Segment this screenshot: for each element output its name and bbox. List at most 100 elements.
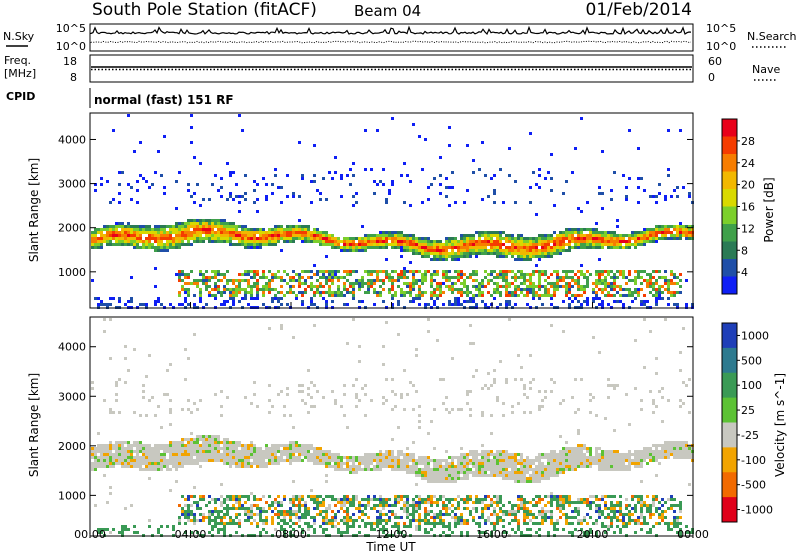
heatmap-cell: [685, 225, 688, 228]
heatmap-cell: [430, 504, 433, 507]
heatmap-cell: [241, 234, 244, 237]
heatmap-cell: [208, 225, 211, 228]
heatmap-cell: [166, 243, 169, 246]
heatmap-cell: [94, 237, 97, 240]
heatmap-cell: [607, 246, 610, 249]
heatmap-cell: [541, 273, 544, 276]
heatmap-cell: [535, 243, 538, 246]
heatmap-cell: [364, 468, 367, 471]
heatmap-cell: [163, 135, 166, 138]
heatmap-cell: [226, 237, 229, 240]
heatmap-cell: [316, 459, 319, 462]
heatmap-cell: [565, 237, 568, 240]
heatmap-cell: [448, 498, 451, 501]
heatmap-cell: [316, 453, 319, 456]
heatmap-cell: [568, 237, 571, 240]
heatmap-cell: [277, 459, 280, 462]
heatmap-cell: [304, 453, 307, 456]
heatmap-cell: [436, 282, 439, 285]
heatmap-cell: [145, 246, 148, 249]
heatmap-cell: [220, 186, 223, 189]
heatmap-cell: [307, 240, 310, 243]
nave-label: Nave: [752, 63, 780, 76]
heatmap-cell: [376, 273, 379, 276]
heatmap-cell: [220, 441, 223, 444]
heatmap-cell: [643, 228, 646, 231]
heatmap-cell: [325, 513, 328, 516]
heatmap-cell: [517, 477, 520, 480]
heatmap-cell: [226, 234, 229, 237]
colorbar-swatch: [722, 171, 737, 190]
heatmap-cell: [331, 246, 334, 249]
heatmap-cell: [214, 456, 217, 459]
heatmap-cell: [553, 285, 556, 288]
heatmap-cell: [274, 501, 277, 504]
heatmap-cell: [211, 240, 214, 243]
heatmap-cell: [544, 396, 547, 399]
heatmap-cell: [481, 474, 484, 477]
heatmap-cell: [277, 495, 280, 498]
heatmap-cell: [328, 465, 331, 468]
heatmap-cell: [337, 456, 340, 459]
heatmap-cell: [406, 516, 409, 519]
heatmap-cell: [424, 291, 427, 294]
heatmap-cell: [490, 240, 493, 243]
heatmap-cell: [259, 513, 262, 516]
heatmap-cell: [223, 507, 226, 510]
heatmap-cell: [487, 249, 490, 252]
colorbar-swatch: [722, 206, 737, 225]
heatmap-cell: [379, 180, 382, 183]
heatmap-cell: [244, 225, 247, 228]
heatmap-cell: [244, 447, 247, 450]
heatmap-cell: [463, 252, 466, 255]
heatmap-cell: [397, 279, 400, 282]
heatmap-cell: [148, 240, 151, 243]
heatmap-cell: [520, 243, 523, 246]
heatmap-cell: [382, 528, 385, 531]
heatmap-cell: [247, 303, 250, 306]
heatmap-cell: [388, 291, 391, 294]
heatmap-cell: [565, 294, 568, 297]
heatmap-cell: [496, 285, 499, 288]
heatmap-cell: [604, 237, 607, 240]
heatmap-cell: [319, 447, 322, 450]
heatmap-cell: [160, 303, 163, 306]
heatmap-cell: [418, 279, 421, 282]
heatmap-cell: [199, 507, 202, 510]
heatmap-cell: [511, 243, 514, 246]
heatmap-cell: [403, 459, 406, 462]
heatmap-cell: [448, 204, 451, 207]
heatmap-cell: [541, 453, 544, 456]
heatmap-cell: [178, 273, 181, 276]
heatmap-cell: [664, 228, 667, 231]
heatmap-cell: [508, 465, 511, 468]
heatmap-cell: [442, 525, 445, 528]
heatmap-cell: [466, 285, 469, 288]
heatmap-cell: [241, 240, 244, 243]
heatmap-cell: [514, 516, 517, 519]
heatmap-cell: [424, 303, 427, 306]
heatmap-cell: [526, 285, 529, 288]
heatmap-cell: [271, 504, 274, 507]
heatmap-cell: [577, 231, 580, 234]
heatmap-cell: [163, 186, 166, 189]
heatmap-cell: [385, 498, 388, 501]
heatmap-cell: [598, 246, 601, 249]
heatmap-cell: [493, 501, 496, 504]
heatmap-cell: [541, 462, 544, 465]
heatmap-cell: [211, 225, 214, 228]
heatmap-cell: [382, 498, 385, 501]
heatmap-cell: [295, 495, 298, 498]
heatmap-cell: [202, 450, 205, 453]
heatmap-cell: [535, 504, 538, 507]
heatmap-cell: [472, 471, 475, 474]
heatmap-cell: [358, 399, 361, 402]
heatmap-cell: [295, 459, 298, 462]
heatmap-cell: [376, 270, 379, 273]
heatmap-cell: [325, 465, 328, 468]
heatmap-cell: [250, 402, 253, 405]
heatmap-cell: [580, 264, 583, 267]
heatmap-cell: [283, 294, 286, 297]
heatmap-cell: [541, 477, 544, 480]
heatmap-cell: [565, 234, 568, 237]
